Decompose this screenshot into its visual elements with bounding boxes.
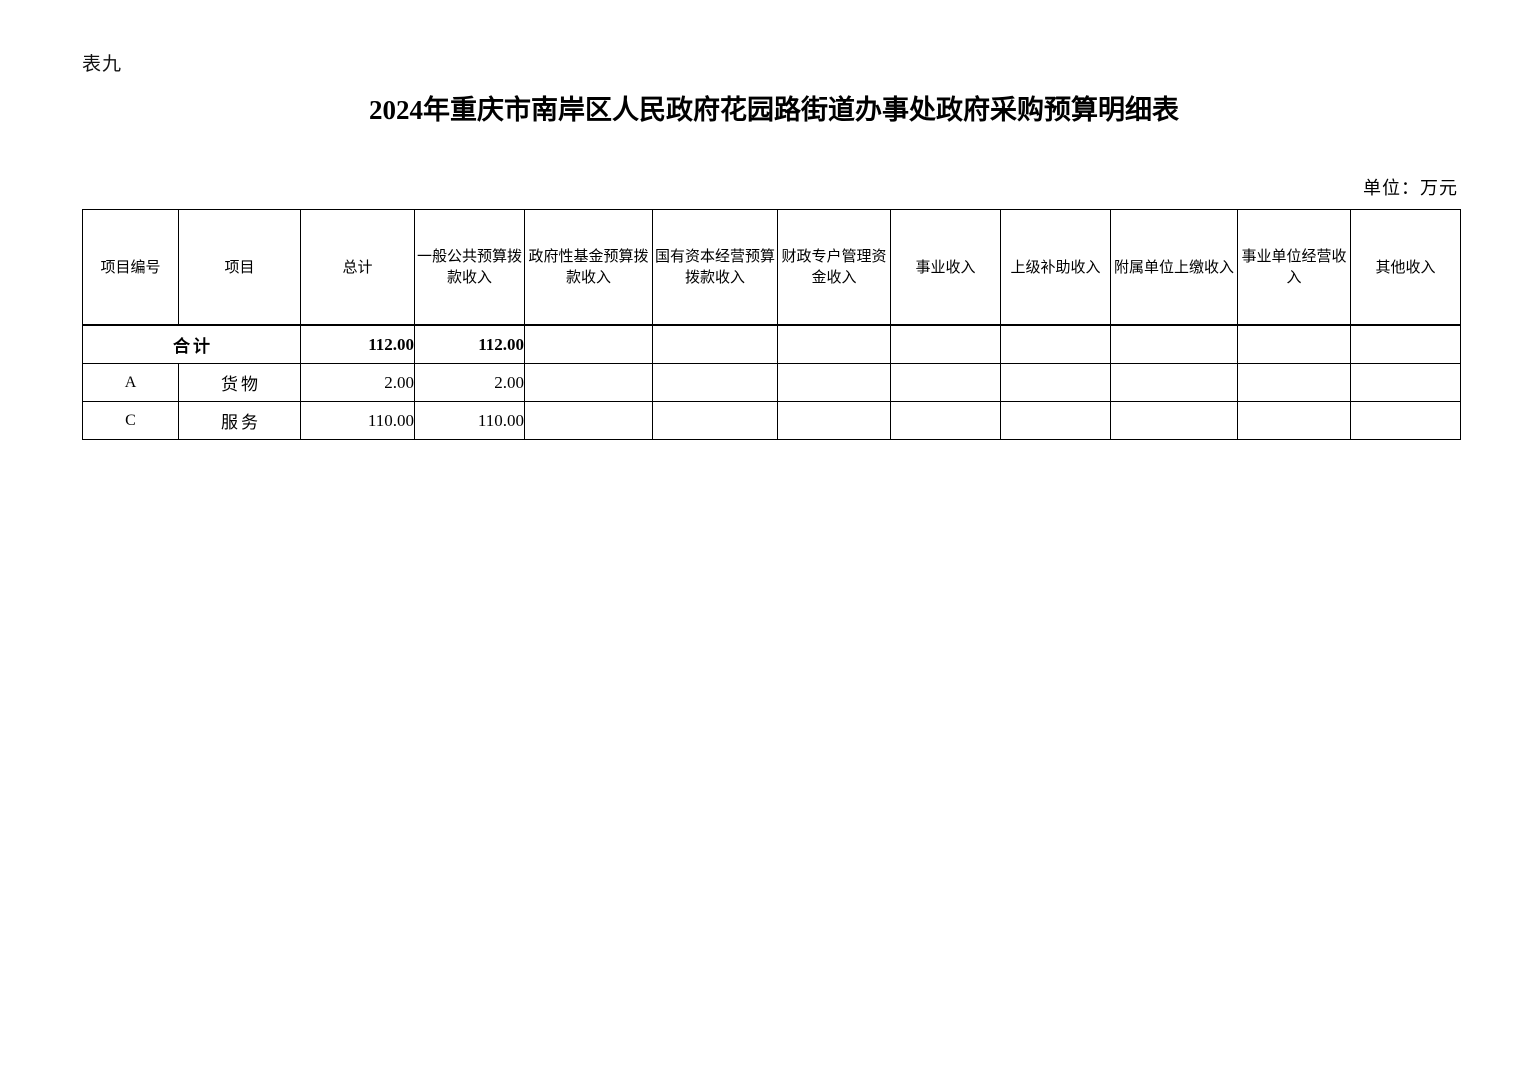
row-0-superior (1000, 363, 1111, 402)
page-title: 2024年重庆市南岸区人民政府花园路街道办事处政府采购预算明细表 (369, 95, 1179, 125)
column-header-general: 一般公共预算拨款收入 (414, 209, 525, 326)
sheet-marker: 表九 (82, 54, 123, 75)
table-row: A 货物 2.00 2.00 (82, 363, 1461, 402)
total-row-operating (1237, 324, 1351, 364)
table-body: 合计 112.00 112.00 A 货物 2.00 2.00 (82, 324, 1461, 440)
row-1-govfund (524, 401, 653, 440)
row-0-general: 2.00 (414, 363, 525, 402)
column-header-affiliate-label: 附属单位上缴收入 (1113, 257, 1234, 276)
total-row-stateasset (652, 324, 778, 364)
column-header-specialacct: 财政专户管理资金收入 (777, 209, 891, 326)
row-0-other (1350, 363, 1461, 402)
column-header-stateasset-label: 国有资本经营预算拨款收入 (655, 247, 776, 286)
column-header-operating: 事业单位经营收入 (1237, 209, 1351, 326)
column-header-general-label: 一般公共预算拨款收入 (417, 247, 523, 286)
total-row-total: 112.00 (300, 324, 415, 364)
table-header-row: 项目编号 项目 总计 一般公共预算拨款收入 政府性基金预算拨款收入 国有资本经营… (82, 209, 1461, 326)
budget-table-container: 项目编号 项目 总计 一般公共预算拨款收入 政府性基金预算拨款收入 国有资本经营… (82, 209, 1461, 440)
procurement-budget-table: 项目编号 项目 总计 一般公共预算拨款收入 政府性基金预算拨款收入 国有资本经营… (82, 209, 1461, 440)
column-header-govfund-label: 政府性基金预算拨款收入 (528, 247, 649, 286)
row-1-affiliate (1110, 401, 1238, 440)
column-header-item-label: 项目 (224, 257, 255, 276)
row-0-item: 货物 (178, 363, 301, 402)
row-1-superior (1000, 401, 1111, 440)
row-1-stateasset (652, 401, 778, 440)
row-0-specialacct (777, 363, 891, 402)
row-1-item: 服务 (178, 401, 301, 440)
row-0-total: 2.00 (300, 363, 415, 402)
row-0-operating (1237, 363, 1351, 402)
row-1-code: C (82, 401, 179, 440)
row-1-operating (1237, 401, 1351, 440)
column-header-operating-label: 事业单位经营收入 (1241, 247, 1347, 286)
column-header-superior-label: 上级补助收入 (1010, 257, 1101, 276)
column-header-other: 其他收入 (1350, 209, 1461, 326)
row-0-stateasset (652, 363, 778, 402)
column-header-code-label: 项目编号 (100, 257, 161, 276)
column-header-specialacct-label: 财政专户管理资金收入 (781, 247, 887, 286)
total-row-superior (1000, 324, 1111, 364)
row-0-affiliate (1110, 363, 1238, 402)
column-header-affiliate: 附属单位上缴收入 (1110, 209, 1238, 326)
column-header-superior: 上级补助收入 (1000, 209, 1111, 326)
column-header-stateasset: 国有资本经营预算拨款收入 (652, 209, 778, 326)
row-0-career (890, 363, 1001, 402)
column-header-total: 总计 (300, 209, 415, 326)
total-row-general: 112.00 (414, 324, 525, 364)
table-header: 项目编号 项目 总计 一般公共预算拨款收入 政府性基金预算拨款收入 国有资本经营… (82, 209, 1461, 326)
column-header-other-label: 其他收入 (1375, 257, 1436, 276)
total-row-affiliate (1110, 324, 1238, 364)
total-row-govfund (524, 324, 653, 364)
column-header-code: 项目编号 (82, 209, 179, 326)
column-header-career-label: 事业收入 (915, 257, 976, 276)
column-header-govfund: 政府性基金预算拨款收入 (524, 209, 653, 326)
row-1-total: 110.00 (300, 401, 415, 440)
row-1-general: 110.00 (414, 401, 525, 440)
row-0-govfund (524, 363, 653, 402)
table-row-total: 合计 112.00 112.00 (82, 324, 1461, 364)
total-row-other (1350, 324, 1461, 364)
total-row-specialacct (777, 324, 891, 364)
table-row: C 服务 110.00 110.00 (82, 401, 1461, 440)
unit-note: 单位：万元 (1363, 178, 1458, 198)
total-row-career (890, 324, 1001, 364)
row-0-code: A (82, 363, 179, 402)
column-header-career: 事业收入 (890, 209, 1001, 326)
total-row-label: 合计 (82, 324, 301, 364)
row-1-other (1350, 401, 1461, 440)
column-header-item: 项目 (178, 209, 301, 326)
column-header-total-label: 总计 (342, 257, 373, 276)
row-1-specialacct (777, 401, 891, 440)
row-1-career (890, 401, 1001, 440)
